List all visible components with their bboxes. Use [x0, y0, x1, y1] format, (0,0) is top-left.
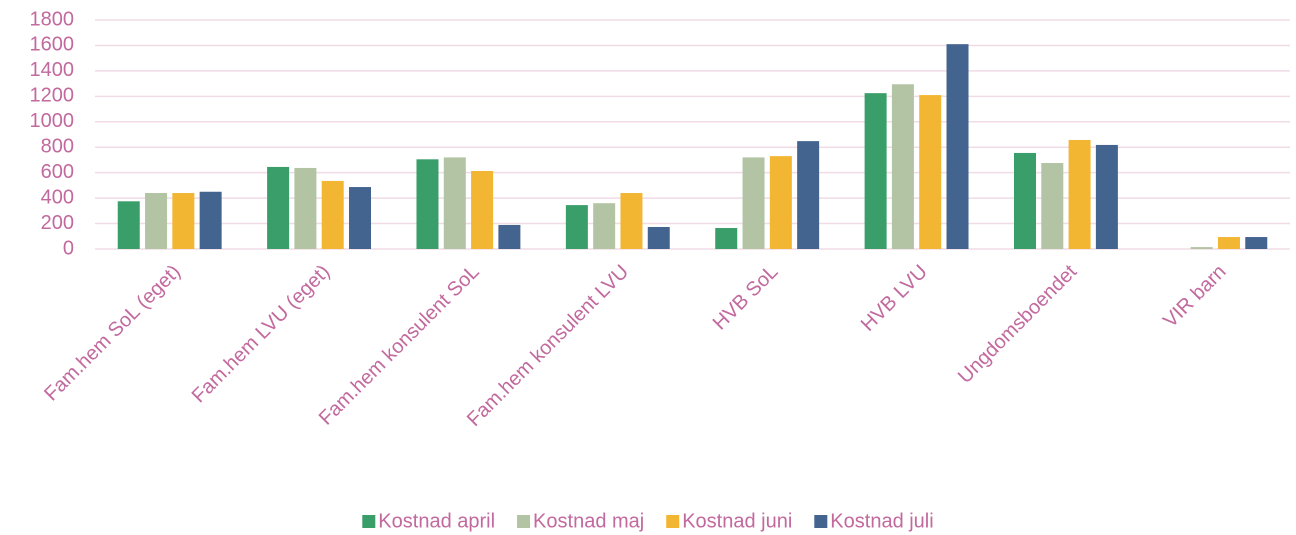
- bar: [593, 203, 616, 249]
- y-tick-label: 1400: [30, 59, 75, 81]
- y-tick-label: 1000: [30, 110, 75, 132]
- bar: [1013, 152, 1036, 249]
- x-tick-label: Ungdomsboendet: [954, 260, 1082, 388]
- legend-swatch: [517, 515, 531, 528]
- bar: [471, 171, 494, 249]
- bar: [498, 224, 521, 249]
- y-tick-label: 1200: [30, 85, 75, 107]
- bar: [797, 141, 820, 249]
- legend-swatch: [814, 515, 828, 528]
- legend-label: Kostnad juli: [830, 510, 933, 532]
- x-tick-label: Fam.hem SoL (eget): [40, 261, 185, 406]
- bar: [1245, 237, 1268, 249]
- bar: [349, 187, 372, 249]
- legend-label: Kostnad maj: [533, 510, 644, 532]
- bar: [1068, 139, 1091, 249]
- bar: [715, 228, 738, 249]
- bar: [172, 193, 195, 249]
- bar: [1217, 237, 1240, 249]
- y-tick-label: 0: [63, 237, 74, 259]
- bar: [1190, 247, 1213, 249]
- bar: [565, 205, 588, 249]
- y-tick-label: 200: [41, 212, 74, 234]
- x-tick-label: Fam.hem LVU (eget): [188, 261, 335, 408]
- legend-label: Kostnad april: [378, 510, 495, 532]
- x-tick-label: HVB LVU: [857, 261, 932, 336]
- bar: [117, 201, 140, 249]
- legend-label: Kostnad juni: [682, 510, 792, 532]
- bar: [1095, 144, 1118, 249]
- x-tick-label: Fam.hem konsulent SoL: [315, 261, 484, 430]
- bar: [267, 166, 290, 249]
- legend-swatch: [666, 515, 680, 528]
- y-tick-label: 1600: [30, 34, 75, 56]
- bar: [1041, 162, 1064, 249]
- bar: [145, 193, 168, 249]
- bar: [199, 191, 222, 249]
- bar: [321, 180, 344, 249]
- bar: [946, 44, 969, 249]
- bar: [769, 156, 792, 249]
- bar: [443, 157, 466, 249]
- bar: [919, 95, 942, 249]
- bar: [647, 226, 670, 249]
- x-tick-label: Fam.hem konsulent LVU: [463, 261, 633, 431]
- bar: [294, 167, 317, 249]
- bar: [891, 84, 914, 249]
- y-tick-label: 1800: [30, 8, 75, 30]
- y-tick-label: 400: [41, 186, 74, 208]
- y-tick-label: 600: [41, 161, 74, 183]
- bar: [864, 93, 887, 250]
- bar: [742, 157, 765, 249]
- x-tick-label: VIR barn: [1159, 261, 1230, 332]
- bar: [620, 193, 643, 249]
- bar: [416, 159, 439, 249]
- x-tick-label: HVB SoL: [709, 261, 783, 335]
- y-tick-label: 800: [41, 136, 74, 158]
- legend-swatch: [362, 515, 376, 528]
